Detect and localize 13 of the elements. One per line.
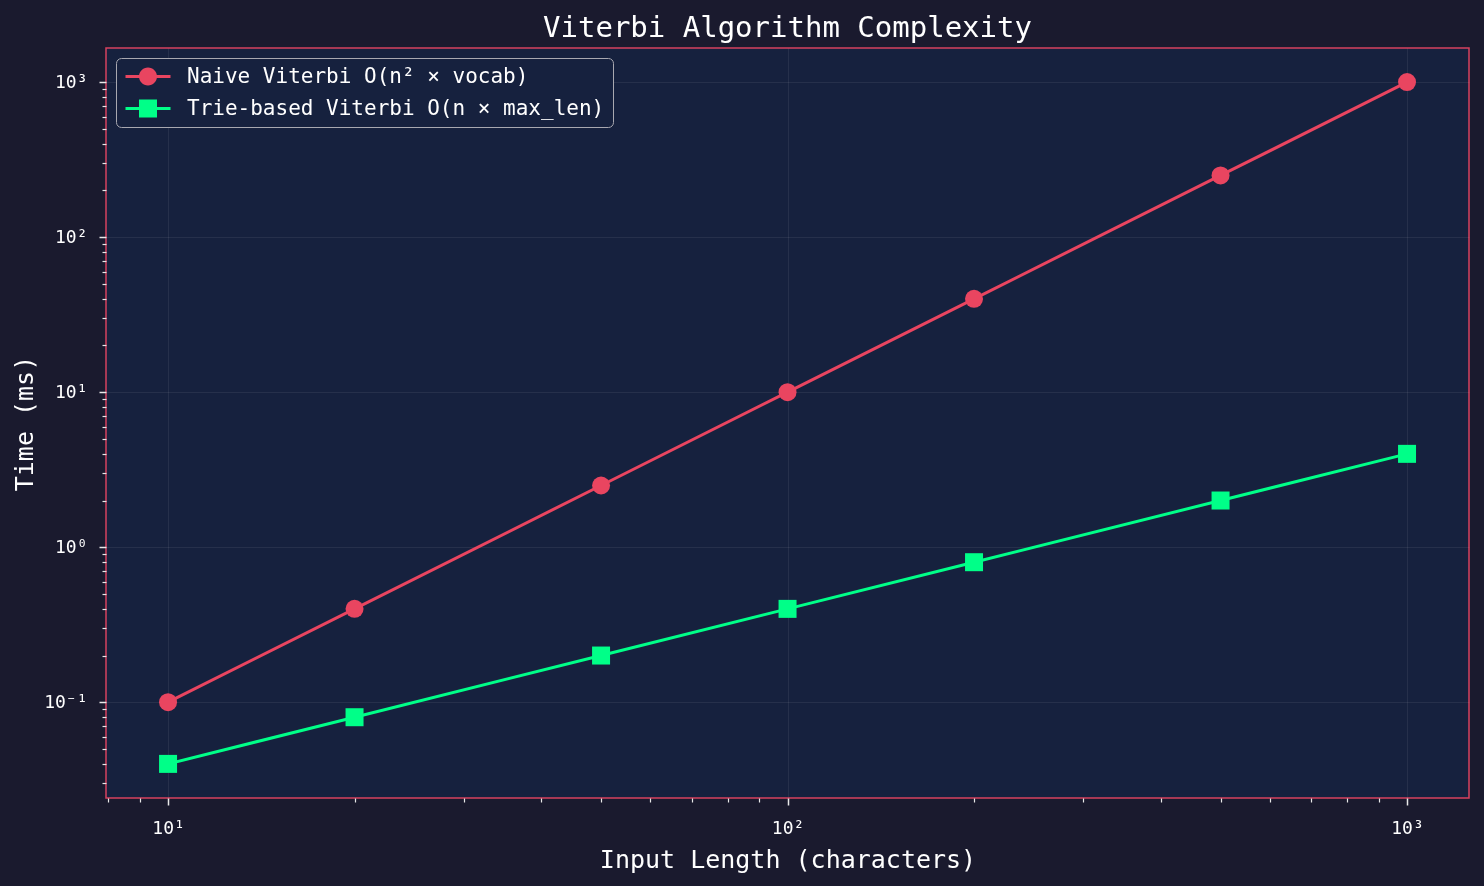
y-tick-label: 10¹: [54, 380, 88, 402]
y-tick-label: 10²: [54, 225, 88, 247]
x-tick-label: 10¹: [152, 816, 185, 838]
x-tick-label: 10³: [1391, 816, 1424, 838]
y-tick-label: 10³: [54, 70, 88, 92]
legend-label: Naive Viterbi O(n² × vocab): [187, 63, 529, 88]
x-tick-label: 10²: [771, 816, 805, 838]
x-axis-title: Input Length (characters): [599, 844, 977, 874]
chart-title: Viterbi Algorithm Complexity: [543, 10, 1032, 44]
y-axis-title: Time (ms): [10, 355, 40, 492]
legend-label: Trie-based Viterbi O(n × max_len): [187, 95, 605, 120]
y-tick-label: 10⁻¹: [44, 690, 88, 712]
y-tick-label: 10⁰: [54, 535, 88, 557]
